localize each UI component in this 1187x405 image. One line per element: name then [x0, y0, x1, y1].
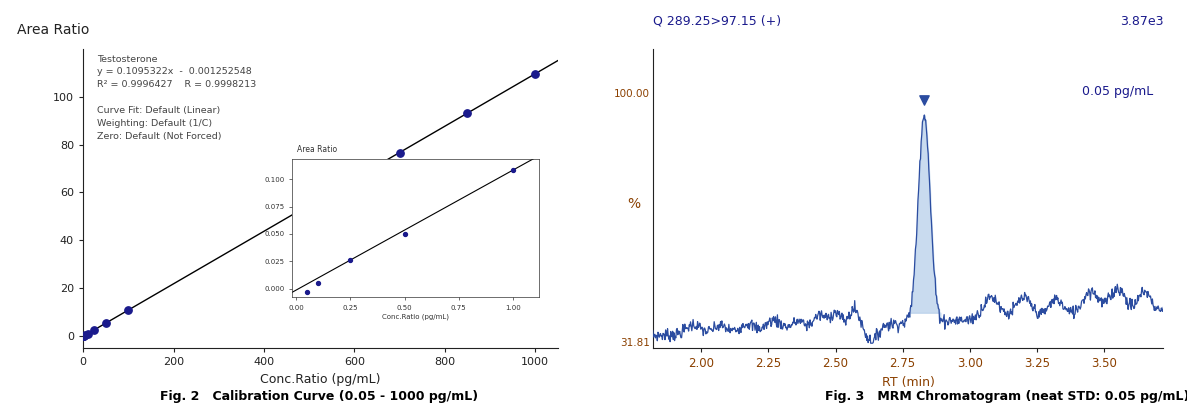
Point — [526, 70, 545, 77]
Point — [85, 326, 104, 333]
Point — [915, 96, 934, 103]
Point — [78, 330, 97, 337]
Point — [74, 333, 93, 339]
Point — [74, 333, 93, 339]
Point — [74, 333, 93, 339]
Point — [119, 307, 138, 313]
Text: Area Ratio: Area Ratio — [17, 23, 89, 36]
Text: 0.05 – 1 pg/mL: 0.05 – 1 pg/mL — [432, 164, 520, 177]
Text: 3.87e3: 3.87e3 — [1119, 15, 1163, 28]
Text: Q 289.25>97.15 (+): Q 289.25>97.15 (+) — [653, 15, 781, 28]
X-axis label: Conc.Ratio (pg/mL): Conc.Ratio (pg/mL) — [260, 373, 381, 386]
Text: Fig. 2   Calibration Curve (0.05 - 1000 pg/mL): Fig. 2 Calibration Curve (0.05 - 1000 pg… — [160, 390, 478, 403]
Text: 0.05 pg/mL: 0.05 pg/mL — [1081, 85, 1153, 98]
Text: 31.81: 31.81 — [621, 338, 650, 348]
Text: 100.00: 100.00 — [615, 90, 650, 99]
Point — [76, 332, 95, 338]
Text: %: % — [627, 198, 640, 211]
Point — [74, 333, 93, 339]
Point — [391, 149, 410, 156]
Point — [458, 110, 477, 116]
Point — [299, 202, 318, 208]
Text: Fig. 3   MRM Chromatogram (neat STD: 0.05 pg/mL): Fig. 3 MRM Chromatogram (neat STD: 0.05 … — [825, 390, 1187, 403]
Text: Testosterone
y = 0.1095322x  -  0.001252548
R² = 0.9996427    R = 0.9998213

Cur: Testosterone y = 0.1095322x - 0.00125254… — [97, 55, 256, 141]
X-axis label: RT (min): RT (min) — [882, 376, 934, 389]
Point — [74, 333, 93, 339]
Point — [96, 320, 115, 326]
